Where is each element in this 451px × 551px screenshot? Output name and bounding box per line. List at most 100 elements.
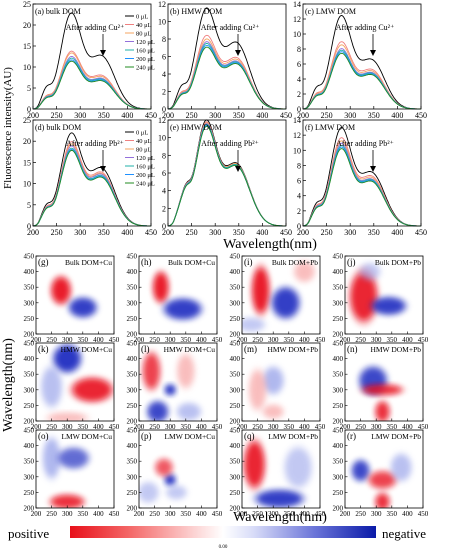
panel-label: (b) HMW DOM — [170, 7, 222, 16]
x-tick-label: 250 — [51, 111, 63, 120]
x-tick-label: 350 — [233, 111, 245, 120]
y-tick-label: 5 — [27, 84, 31, 93]
y-tick-label: 15 — [23, 158, 31, 167]
colorbar-negative-label: negative — [382, 526, 426, 541]
series-line-3 — [302, 142, 422, 227]
heatmap-region — [369, 472, 395, 488]
y-tick-label: 250 — [24, 489, 35, 497]
heatmap-field — [242, 256, 320, 334]
y-tick-label: 200 — [127, 331, 138, 339]
heatmap-region — [376, 402, 389, 421]
x-tick-label: 400 — [299, 510, 310, 518]
x-tick-label: 400 — [391, 111, 403, 120]
line-panel-2: 200 250 300 350 400 450 0 2 4 6 8 10 12 14 (c) LMW DOM… — [293, 0, 427, 120]
y-tick-label: 300 — [230, 386, 241, 394]
x-tick-label: 200 — [237, 336, 248, 344]
y-tick-label: 0 — [297, 105, 301, 114]
y-tick-label: 450 — [333, 427, 344, 435]
heatmap-region — [263, 367, 283, 393]
heatmap-region — [70, 298, 96, 317]
panel-label: (j) — [347, 257, 356, 267]
x-tick-label: 450 — [109, 423, 120, 431]
panel-title: HMW DOM+Pb — [267, 345, 318, 354]
x-tick-label: 200 — [297, 111, 309, 120]
heatmap-frame — [35, 342, 115, 422]
x-tick-label: 400 — [93, 336, 104, 344]
y-tick-label: 300 — [127, 473, 138, 481]
y-tick-label: 8 — [162, 151, 166, 160]
y-tick-label: 250 — [333, 315, 344, 323]
x-tick-label: 450 — [145, 228, 157, 237]
y-tick-label: 400 — [333, 268, 344, 276]
heatmap-frame — [241, 255, 321, 335]
heatmap-frame — [241, 429, 321, 509]
x-tick-label: 350 — [387, 423, 398, 431]
heatmap-region — [148, 402, 168, 421]
x-tick-label: 450 — [280, 228, 292, 237]
panel-label: (i) — [244, 257, 253, 267]
x-tick-label: 450 — [315, 510, 326, 518]
x-tick-label: 300 — [74, 228, 86, 237]
y-tick-label: 250 — [230, 489, 241, 497]
heatmap-region — [51, 495, 83, 508]
y-tick-label: 6 — [297, 177, 301, 186]
y-tick-label: 400 — [230, 355, 241, 363]
x-tick-label: 450 — [418, 336, 429, 344]
y-tick-label: 4 — [297, 75, 301, 84]
series-line-0 — [302, 15, 422, 110]
heatmap-region — [167, 486, 186, 499]
y-tick-label: 400 — [230, 442, 241, 450]
x-tick-label: 300 — [371, 510, 382, 518]
heatmap-region — [285, 448, 311, 487]
y-tick-label: 10 — [23, 63, 31, 72]
heatmap-region — [391, 454, 411, 480]
heatmap-frame — [35, 255, 115, 335]
panel-title: LMW DOM+Pb — [371, 432, 421, 441]
panel-label: (e) HMW DOM — [170, 123, 222, 132]
y-tick-label: 300 — [333, 299, 344, 307]
y-tick-label: 4 — [162, 70, 166, 79]
y-tick-label: 450 — [24, 340, 35, 348]
y-tick-label: 5 — [27, 201, 31, 210]
y-tick-label: 450 — [24, 253, 35, 261]
y-tick-label: 200 — [24, 505, 35, 513]
y-tick-label: 25 — [23, 116, 31, 125]
panel-label: (f) LMW DOM — [305, 123, 355, 132]
x-tick-label: 300 — [62, 423, 73, 431]
legend-label: 120 μL — [136, 155, 155, 162]
annotation-arrowhead — [100, 166, 106, 172]
series-line-0 — [167, 119, 286, 227]
y-tick-label: 400 — [333, 442, 344, 450]
x-tick-label: 450 — [212, 510, 223, 518]
panel-title: LMW DOM+Pb — [268, 432, 318, 441]
plot-frame — [302, 119, 422, 227]
series-line-6 — [303, 52, 421, 110]
heatmap-region — [42, 367, 61, 406]
y-tick-label: 0 — [162, 222, 166, 231]
panel-label: (k) — [38, 344, 49, 354]
y-tick-label: 8 — [162, 35, 166, 44]
series-line-2 — [302, 44, 421, 110]
x-tick-label: 250 — [46, 423, 57, 431]
x-tick-label: 300 — [344, 228, 356, 237]
x-tick-label: 300 — [165, 510, 176, 518]
y-tick-label: 12 — [158, 0, 166, 9]
series-line-4 — [32, 147, 152, 227]
panel-label: (q) — [244, 431, 255, 441]
heatmap-region — [165, 299, 200, 319]
x-tick-label: 400 — [196, 336, 207, 344]
y-tick-label: 20 — [23, 137, 31, 146]
x-tick-label: 250 — [321, 228, 333, 237]
colorbar-positive-label: positive — [8, 526, 49, 541]
x-tick-label: 350 — [284, 423, 295, 431]
heatmap-field — [139, 256, 217, 334]
legend-label: 200 μL — [136, 56, 155, 63]
panel-title: LMW DOM+Cu — [61, 432, 112, 441]
x-tick-label: 400 — [299, 423, 310, 431]
plot-frame — [302, 3, 422, 110]
